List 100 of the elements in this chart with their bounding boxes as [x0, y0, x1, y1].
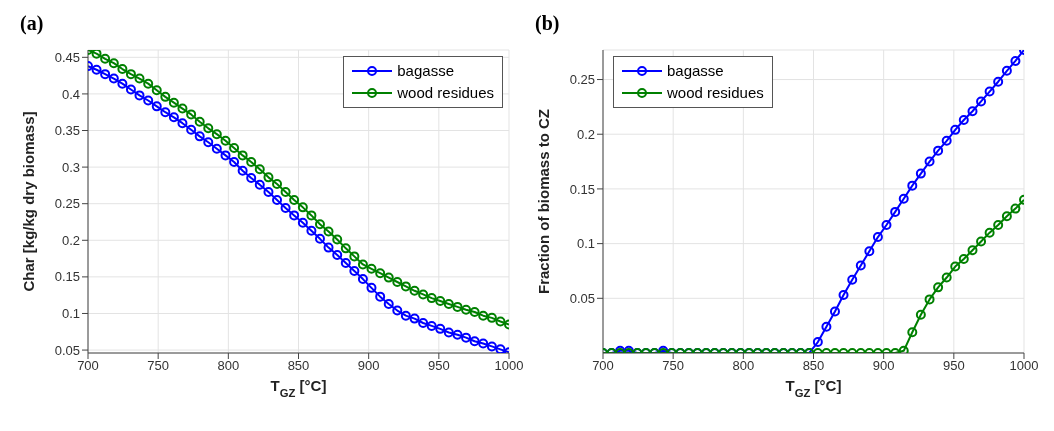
point	[941, 135, 952, 146]
point	[211, 143, 222, 154]
point	[976, 236, 987, 247]
x-tick-label: 1000	[494, 358, 524, 374]
point	[349, 251, 360, 262]
point	[967, 106, 978, 117]
point	[984, 227, 995, 238]
point	[933, 145, 944, 156]
y-tick-label: 0.25	[569, 72, 595, 88]
point	[1001, 211, 1012, 222]
y-tick-label: 0.4	[61, 86, 80, 102]
point	[108, 58, 119, 69]
point	[246, 173, 257, 184]
point	[941, 272, 952, 283]
point	[289, 195, 300, 206]
point	[898, 345, 909, 353]
point	[297, 202, 308, 213]
x-tick-label: 950	[427, 358, 450, 374]
point	[134, 73, 145, 84]
point	[958, 253, 969, 264]
point	[237, 165, 248, 176]
point	[426, 320, 437, 331]
point	[400, 310, 411, 321]
x-tick-label: 800	[732, 358, 755, 374]
point	[100, 69, 111, 80]
point	[829, 306, 840, 317]
point	[461, 332, 472, 343]
point	[125, 69, 136, 80]
point	[289, 210, 300, 221]
point	[263, 172, 274, 183]
point	[967, 245, 978, 256]
point	[117, 78, 128, 89]
point	[246, 156, 257, 167]
point	[392, 305, 403, 316]
point	[924, 156, 935, 167]
point	[1010, 55, 1021, 66]
x-axis-title: T$_{GZ}$ [°C]	[785, 377, 842, 399]
point	[915, 168, 926, 179]
point	[203, 123, 214, 134]
chart-title: (a)	[20, 12, 44, 35]
point	[461, 304, 472, 315]
y-tick-label: 0.1	[576, 236, 595, 252]
point	[91, 50, 102, 59]
point	[976, 96, 987, 107]
point	[898, 193, 909, 204]
point	[838, 290, 849, 301]
legend-label: bagasse	[667, 61, 724, 81]
point	[958, 115, 969, 126]
point	[229, 143, 240, 154]
point	[409, 285, 420, 296]
point	[332, 234, 343, 245]
point	[933, 282, 944, 293]
x-tick-label: 900	[872, 358, 895, 374]
point	[108, 73, 119, 84]
point	[435, 296, 446, 307]
point	[881, 220, 892, 231]
x-tick-label: 800	[217, 358, 240, 374]
point	[478, 338, 489, 349]
point	[160, 91, 171, 102]
point	[495, 344, 506, 353]
point	[151, 85, 162, 96]
x-tick-label: 700	[77, 358, 99, 374]
y-tick-label: 0.15	[54, 269, 80, 285]
point	[443, 327, 454, 338]
point	[177, 118, 188, 129]
point	[254, 164, 265, 175]
point	[400, 281, 411, 292]
point	[203, 137, 214, 148]
y-axis-title: Fraction of biomass to CZ	[535, 108, 552, 295]
point	[194, 131, 205, 142]
y-tick-label: 0.05	[54, 342, 80, 358]
point	[220, 135, 231, 146]
point	[821, 321, 832, 332]
x-axis-title: T$_{GZ}$ [°C]	[270, 377, 327, 399]
point	[409, 313, 420, 324]
point	[366, 282, 377, 293]
legend-label: bagasse	[397, 61, 454, 81]
point	[357, 259, 368, 270]
y-tick-label: 0.1	[61, 306, 80, 322]
point	[186, 124, 197, 135]
point	[890, 206, 901, 217]
point	[357, 274, 368, 285]
point	[478, 310, 489, 321]
point	[383, 272, 394, 283]
point	[452, 329, 463, 340]
point	[993, 220, 1004, 231]
x-tick-label: 950	[942, 358, 965, 374]
point	[194, 116, 205, 127]
point	[469, 336, 480, 347]
x-tick-label: 850	[802, 358, 825, 374]
point	[272, 195, 283, 206]
point	[211, 129, 222, 140]
y-tick-label: 0.35	[54, 123, 80, 139]
point	[306, 210, 317, 221]
point	[100, 53, 111, 64]
point	[134, 90, 145, 101]
point	[1001, 65, 1012, 76]
legend-label: wood residues	[397, 83, 494, 103]
point	[383, 298, 394, 309]
point	[177, 103, 188, 114]
